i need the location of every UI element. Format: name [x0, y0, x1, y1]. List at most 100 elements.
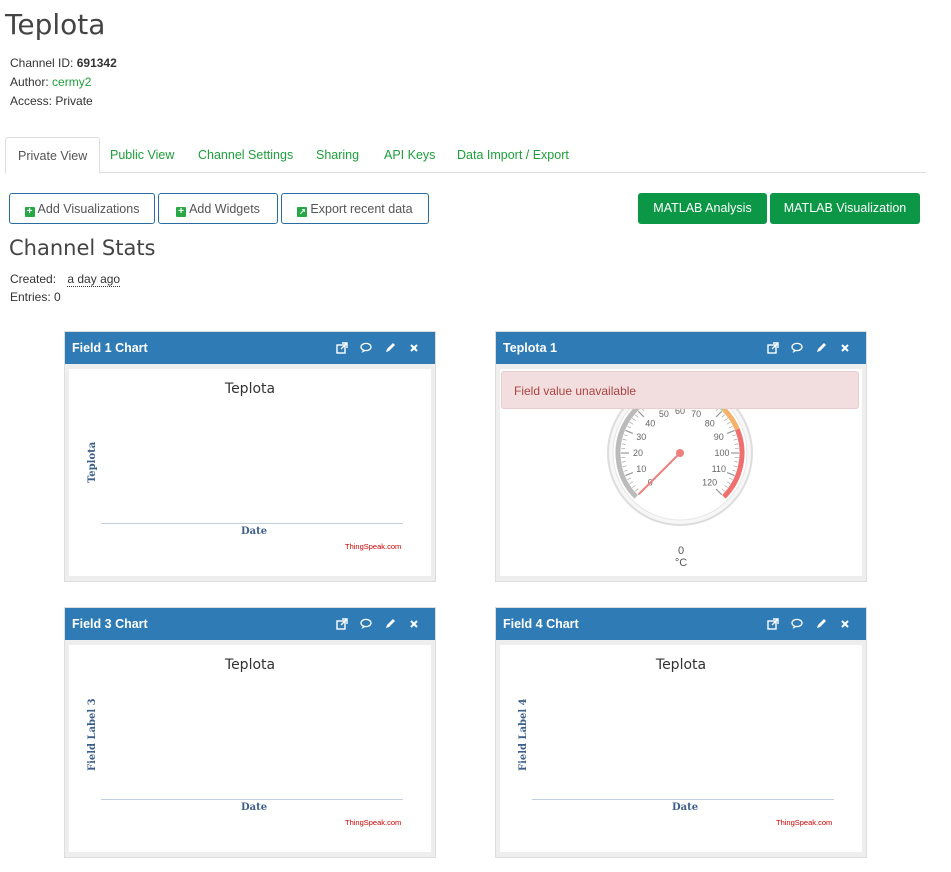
gauge-needle-hub	[676, 449, 684, 457]
pencil-icon[interactable]	[814, 341, 828, 355]
pencil-icon[interactable]	[814, 617, 828, 631]
gauge-tick-label: 10	[636, 464, 646, 474]
external-link-icon[interactable]	[766, 617, 780, 631]
widget-header: Field 4 Chart	[496, 608, 866, 640]
chart-x-axis	[101, 523, 403, 524]
external-link-icon[interactable]	[335, 617, 349, 631]
page-title: Teplota	[5, 8, 106, 41]
gauge-unit: °C	[674, 557, 688, 569]
export-icon: ↗	[297, 207, 308, 217]
gauge-tick	[728, 425, 733, 429]
comment-icon[interactable]	[359, 617, 373, 631]
chart-credit[interactable]: ThingSpeak.com	[345, 818, 402, 827]
export-recent-data-button[interactable]: ↗ Export recent data	[281, 193, 429, 224]
entries-value: 0	[54, 290, 61, 304]
gauge-orange-band	[722, 407, 740, 431]
matlab-analysis-button[interactable]: MATLAB Analysis	[638, 193, 767, 224]
gauge-tick	[734, 461, 739, 463]
gauge-tick-label: 70	[691, 409, 701, 419]
gauge-tick	[715, 410, 723, 418]
close-icon[interactable]	[407, 341, 421, 355]
gauge-area: Field value unavailable 0 10 20 30 40 50 60 70 8…	[500, 369, 862, 576]
gauge-tick-label: 100	[714, 448, 729, 458]
tab-data-import-export[interactable]: Data Import / Export	[457, 148, 569, 162]
chart-credit[interactable]: ThingSpeak.com	[345, 542, 402, 551]
gauge-tick	[733, 438, 738, 441]
external-link-icon[interactable]	[335, 341, 349, 355]
chart-credit[interactable]: ThingSpeak.com	[776, 818, 833, 827]
gauge-tick	[623, 469, 628, 472]
temperature-gauge: 0102030405060708090100110120	[607, 389, 753, 526]
channel-id-value: 691342	[76, 56, 117, 70]
gauge-tick-label: 60	[675, 406, 685, 416]
tab-api-keys[interactable]: API Keys	[384, 148, 436, 162]
plus-square-icon: +	[176, 207, 187, 217]
author-line: Author: cermy2	[10, 75, 91, 89]
add-widgets-button[interactable]: + Add Widgets	[158, 193, 278, 224]
gauge-needle	[638, 452, 681, 495]
pencil-icon[interactable]	[383, 341, 397, 355]
external-link-icon[interactable]	[766, 341, 780, 355]
gauge-tick	[622, 465, 627, 468]
add-widgets-label: Add Widgets	[189, 202, 260, 216]
author-link[interactable]: cermy2	[52, 75, 92, 89]
gauge-tick	[634, 414, 639, 418]
export-recent-data-label: Export recent data	[310, 202, 413, 216]
channel-id-line: Channel ID: 691342	[10, 56, 117, 70]
gauge-tick	[726, 429, 735, 435]
chart-x-axis-label: Date	[672, 802, 699, 813]
field4-chart-widget: Field 4 Chart Teplota Field Label 4 Date…	[495, 607, 867, 858]
gauge-tick	[627, 425, 632, 429]
gauge-tick	[721, 488, 726, 492]
gauge-tick	[726, 421, 731, 425]
gauge-tick	[715, 488, 723, 496]
access-value: Private	[55, 94, 93, 108]
field3-chart-widget: Field 3 Chart Teplota Field Label 3 Date…	[64, 607, 436, 858]
chart-area: Teplota Field Label 4 Date ThingSpeak.co…	[500, 645, 862, 852]
created-label: Created:	[10, 272, 57, 286]
chart-title: Teplota	[224, 381, 276, 397]
gauge-tick	[721, 414, 726, 418]
gauge-red-band	[722, 428, 745, 499]
gauge-tick-label: 20	[633, 448, 643, 458]
gauge-tick	[621, 443, 626, 445]
chart-x-axis	[101, 799, 403, 800]
chart-y-axis-label: Teplota	[87, 441, 98, 483]
plus-square-icon: +	[24, 207, 35, 217]
gauge-tick-label: 120	[702, 478, 717, 488]
access-line: Access: Private	[10, 94, 93, 108]
tab-sharing[interactable]: Sharing	[316, 148, 360, 162]
widget-header: Field 3 Chart	[65, 608, 435, 640]
close-icon[interactable]	[407, 617, 421, 631]
add-visualizations-label: Add Visualizations	[37, 202, 140, 216]
gauge-tick	[724, 485, 728, 488]
widget-title: Field 3 Chart	[72, 617, 148, 631]
comment-icon[interactable]	[790, 341, 804, 355]
tab-public-view[interactable]: Public View	[110, 148, 175, 162]
chart-x-axis	[532, 799, 834, 800]
gauge-tick-label: 40	[645, 418, 655, 428]
close-icon[interactable]	[838, 341, 852, 355]
pencil-icon[interactable]	[383, 617, 397, 631]
comment-icon[interactable]	[790, 617, 804, 631]
gauge-tick	[623, 434, 628, 437]
comment-icon[interactable]	[359, 341, 373, 355]
gauge-value: 0	[677, 545, 685, 557]
access-label: Access:	[10, 94, 53, 108]
add-visualizations-button[interactable]: + Add Visualizations	[9, 193, 155, 224]
matlab-visualization-button[interactable]: MATLAB Visualization	[770, 193, 920, 224]
gauge-tick	[732, 469, 737, 472]
created-value: a day ago	[67, 272, 121, 287]
gauge-tick	[621, 461, 626, 463]
created-line: Created: a day ago	[10, 272, 121, 287]
channel-stats-title: Channel Stats	[9, 236, 156, 260]
tab-private-view[interactable]: Private View	[5, 137, 101, 174]
close-icon[interactable]	[838, 617, 852, 631]
gauge-tick	[629, 421, 634, 425]
gauge-tick	[629, 481, 634, 485]
chart-title: Teplota	[655, 657, 707, 673]
gauge-tick	[726, 471, 735, 477]
tab-channel-settings[interactable]: Channel Settings	[198, 148, 294, 162]
chart-area: Teplota Field Label 3 Date ThingSpeak.co…	[69, 645, 431, 852]
chart-y-axis-label: Field Label 4	[518, 698, 529, 771]
